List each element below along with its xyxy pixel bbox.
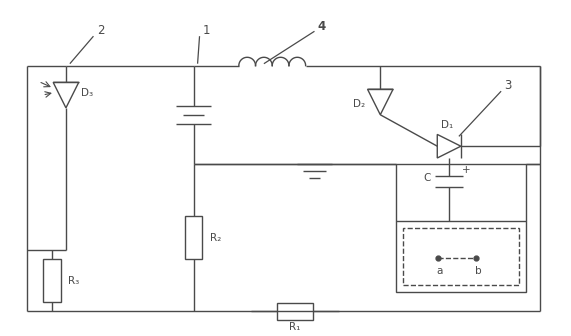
- Text: R₁: R₁: [289, 322, 300, 332]
- Text: R₃: R₃: [68, 276, 79, 286]
- Bar: [185, 216, 203, 259]
- Bar: [43, 259, 61, 302]
- Text: b: b: [475, 266, 482, 277]
- Bar: [396, 221, 526, 292]
- Bar: [277, 303, 312, 320]
- Text: +: +: [463, 165, 471, 175]
- Bar: [403, 228, 519, 285]
- Text: D₁: D₁: [441, 120, 453, 130]
- Text: R₂: R₂: [210, 233, 221, 243]
- Text: D₃: D₃: [82, 88, 94, 98]
- Text: 4: 4: [317, 20, 325, 33]
- Text: 2: 2: [98, 24, 105, 37]
- Text: D₂: D₂: [353, 99, 365, 109]
- Text: 3: 3: [504, 79, 512, 92]
- Text: C: C: [424, 173, 431, 183]
- Text: a: a: [436, 266, 443, 277]
- Text: 1: 1: [203, 24, 210, 37]
